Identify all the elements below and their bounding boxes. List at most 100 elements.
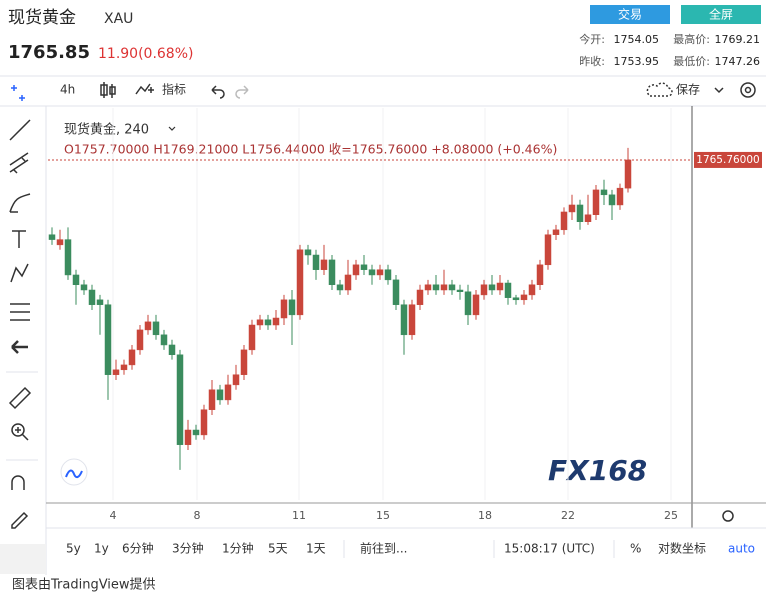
- x-tick-label: 4: [110, 509, 117, 522]
- settings-icon[interactable]: [740, 82, 756, 98]
- range-button[interactable]: 6分钟: [122, 541, 154, 556]
- stat-label: 最高价:: [673, 32, 710, 46]
- cloud-icon[interactable]: [646, 82, 673, 97]
- candle-icon[interactable]: [100, 82, 116, 98]
- stat-label: 今开:: [579, 32, 605, 46]
- candle-body: [296, 249, 304, 316]
- range-button[interactable]: 3分钟: [172, 541, 204, 556]
- brush-tool[interactable]: [9, 193, 31, 213]
- stat-value: 1769.21: [715, 33, 761, 46]
- candle-body: [304, 249, 312, 256]
- ohlc-text: O1757.70000 H1769.21000 L1756.44000 收=17…: [64, 142, 557, 157]
- stat-value: 1754.05: [614, 33, 660, 46]
- log-scale[interactable]: 对数坐标: [658, 541, 706, 556]
- candle-body: [88, 289, 96, 305]
- candle-body: [552, 229, 560, 235]
- fib-tool[interactable]: [9, 152, 29, 174]
- range-button[interactable]: 5y: [66, 542, 81, 556]
- candle-body: [272, 317, 280, 326]
- ruler-tool[interactable]: [8, 386, 32, 410]
- candle-body: [104, 304, 112, 375]
- goto[interactable]: 前往到...: [360, 541, 407, 556]
- candle-body: [424, 284, 432, 291]
- x-tick-label: 25: [664, 509, 678, 522]
- range-button[interactable]: 1分钟: [222, 541, 254, 556]
- candle-body: [120, 364, 128, 371]
- candle-body: [96, 299, 104, 305]
- crosshair-icon[interactable]: [11, 85, 25, 101]
- measure-tool[interactable]: [10, 303, 30, 321]
- candle-body: [56, 239, 64, 246]
- fullscreen-label[interactable]: 全屏: [709, 7, 733, 22]
- candle-body: [208, 389, 216, 410]
- range-button[interactable]: 5天: [268, 542, 288, 556]
- candle-body: [464, 291, 472, 316]
- watermark: FX168: [548, 454, 647, 487]
- zoom-tool[interactable]: [11, 423, 25, 437]
- title: 现货黄金: [8, 8, 76, 28]
- pattern-tool[interactable]: [10, 263, 29, 283]
- candle-body: [248, 324, 256, 351]
- magnet-tool[interactable]: [11, 475, 25, 490]
- dropdown-icon[interactable]: [714, 87, 724, 94]
- candle-body: [576, 204, 584, 222]
- candle-body: [400, 304, 408, 336]
- candle-body: [192, 429, 200, 436]
- indicator-icon[interactable]: [135, 83, 154, 95]
- candle-body: [216, 389, 224, 401]
- range-button[interactable]: 1天: [306, 542, 326, 556]
- candle-body: [152, 321, 160, 336]
- percent[interactable]: %: [630, 542, 641, 556]
- text-tool[interactable]: [12, 230, 26, 248]
- legend-dropdown[interactable]: [168, 126, 176, 131]
- candle-body: [496, 282, 504, 291]
- candle-body: [616, 187, 624, 206]
- candle-body: [72, 274, 80, 286]
- candle-body: [144, 321, 152, 331]
- candle-body: [184, 429, 192, 445]
- back-tool[interactable]: [11, 340, 28, 354]
- symbol: XAU: [104, 11, 133, 27]
- axis-settings-icon[interactable]: [722, 510, 734, 522]
- candle-body: [344, 274, 352, 291]
- line-tool[interactable]: [9, 119, 31, 141]
- lock-tool[interactable]: [11, 511, 29, 529]
- candle-body: [232, 374, 240, 386]
- fullscreen-button[interactable]: [681, 5, 761, 24]
- candle-body: [408, 304, 416, 336]
- stat-label: 昨收:: [579, 54, 605, 68]
- redo-icon[interactable]: [235, 85, 249, 99]
- logo-wave: [65, 469, 83, 479]
- candle-body: [584, 214, 592, 222]
- candle-body: [128, 349, 136, 366]
- trade-label[interactable]: 交易: [618, 7, 642, 22]
- candle-body: [520, 294, 528, 301]
- stat-label: 最低价:: [673, 55, 710, 68]
- candle-body: [624, 159, 632, 189]
- candle-body: [448, 284, 456, 291]
- candle-body: [392, 279, 400, 305]
- clock: 15:08:17 (UTC): [504, 542, 595, 556]
- price: 1765.85: [8, 42, 90, 63]
- legend-name: 现货黄金, 240: [64, 122, 149, 138]
- candle-body: [320, 259, 328, 270]
- candle-body: [48, 234, 56, 240]
- range-button[interactable]: 1y: [94, 542, 109, 556]
- indicators[interactable]: 指标: [162, 82, 186, 97]
- candle-body: [536, 264, 544, 285]
- stat-value: 1753.95: [614, 55, 660, 68]
- undo-icon[interactable]: [211, 85, 225, 99]
- candle-body: [480, 284, 488, 296]
- candle-body: [456, 289, 464, 292]
- save[interactable]: 保存: [676, 83, 700, 97]
- x-tick-label: 11: [292, 509, 306, 522]
- candle-body: [360, 264, 368, 270]
- drawing-tools[interactable]: [8, 119, 32, 564]
- interval[interactable]: 4h: [60, 83, 75, 97]
- auto-scale[interactable]: auto: [728, 542, 755, 556]
- candle-body: [168, 344, 176, 356]
- candle-body: [544, 234, 552, 266]
- candle-body: [416, 289, 424, 305]
- trade-button[interactable]: [590, 5, 670, 24]
- last-price-label: 1765.76000: [696, 154, 759, 166]
